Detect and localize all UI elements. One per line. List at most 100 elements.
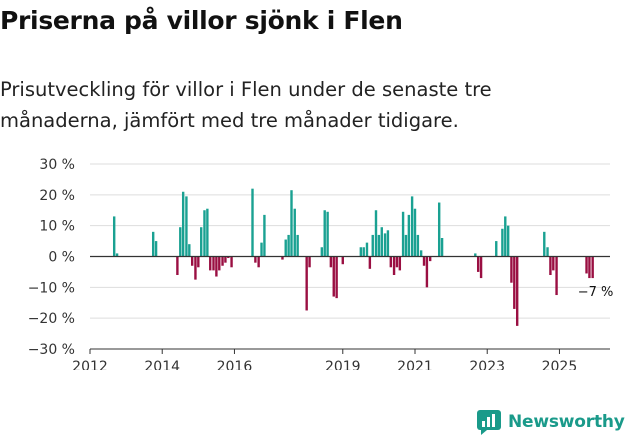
bar [386,230,390,257]
bar [588,256,591,279]
newsworthy-logo[interactable]: Newsworthy [476,407,625,437]
bar [419,250,423,257]
bar [371,234,374,257]
bar [215,256,218,277]
bar [368,256,372,269]
y-tick-label: 10 % [39,219,75,235]
annotation: −7 % [578,285,614,300]
x-tick-label: 2012 [72,359,108,370]
bar [591,256,594,279]
bar [290,190,293,257]
bar [440,238,444,257]
bar [194,256,197,280]
bar [389,256,393,268]
bar [176,256,179,275]
bar [281,256,284,260]
bar [404,234,408,257]
bar-chart: 30 %20 %10 %0 %−10 %−20 %−30 % 2012 2014 2… [28,157,614,370]
bar [585,256,588,274]
bar [392,256,396,275]
bar [410,196,414,257]
bar [230,256,233,268]
bar [365,242,369,257]
bar [260,242,263,257]
bar [218,256,221,271]
chart-subtitle: Prisutveckling för villor i Flen under d… [0,78,492,132]
bar [510,256,513,283]
bar [329,256,333,268]
y-tick-label: 30 % [39,157,75,173]
bar [296,234,299,257]
bar [555,256,558,296]
bar [185,196,188,257]
bar [254,256,257,263]
y-tick-label: −10 % [28,280,75,296]
bar [181,191,185,257]
bar [151,231,155,257]
bar [546,247,549,257]
x-tick-label: 2019 [325,359,361,370]
x-tick-label: 2023 [469,359,505,370]
bar [263,214,266,257]
bar [413,208,417,257]
bar [506,225,510,257]
bar [543,231,546,257]
bar [257,256,260,268]
bar [203,210,206,257]
x-tick-label: 2021 [397,359,433,370]
bar [197,256,200,268]
bar [377,234,381,257]
bar [212,256,215,271]
y-tick-label: −20 % [28,311,75,327]
bar [179,227,182,257]
bar [416,234,420,257]
bar [401,211,405,257]
bar [326,211,329,257]
bar [474,253,477,257]
bar [320,247,324,257]
y-axis: 30 % 20 % 10 % 0 % −10 % −20 % −30 % [28,157,75,358]
annotation-label: −7 % [578,285,614,300]
bar [479,256,483,279]
bar [549,256,552,275]
bar [251,188,254,257]
bar [383,233,387,257]
bar [221,256,224,266]
bar [293,208,296,257]
bar [425,256,429,288]
bar [190,256,194,266]
bar [335,256,338,299]
bar [437,202,441,257]
bar [504,216,507,257]
bar [359,247,363,257]
bar [206,208,209,257]
bar [422,256,426,266]
y-tick-label: 20 % [39,188,75,204]
bar [287,234,290,257]
bar [200,227,203,257]
x-tick-label: 2025 [542,359,578,370]
bar [495,241,498,257]
bar [188,244,191,257]
bar [323,210,326,257]
bar [476,256,480,272]
bar [362,247,365,257]
bar [115,253,119,257]
bar [305,256,308,311]
newsworthy-icon [477,410,501,435]
bars [112,188,594,326]
bar [515,256,519,326]
bar [428,256,432,262]
x-tick-label: 2014 [144,359,180,370]
bar [284,239,287,257]
bar [380,227,383,257]
chart-title: Priserna på villor sjönk i Flen [0,6,403,35]
bar [341,256,344,265]
newsworthy-wordmark: Newsworthy [508,412,625,432]
bar [227,256,230,259]
bar [154,241,158,257]
bar [395,256,399,268]
bar [308,256,311,268]
y-tick-label: −30 % [28,342,75,358]
x-tick-label: 2016 [217,359,253,370]
